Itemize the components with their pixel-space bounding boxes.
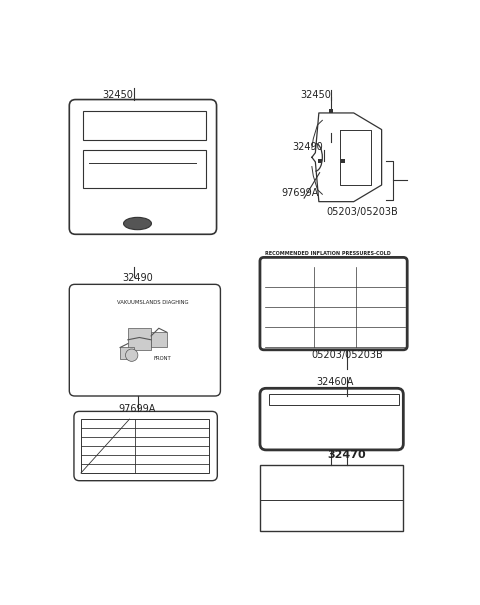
FancyBboxPatch shape [260, 388, 403, 450]
Text: 32490: 32490 [293, 142, 324, 152]
FancyBboxPatch shape [260, 257, 407, 350]
Text: 05203/05203B: 05203/05203B [311, 350, 383, 360]
Bar [128, 329, 151, 350]
Circle shape [125, 349, 138, 361]
Text: FRONT: FRONT [153, 356, 171, 361]
FancyBboxPatch shape [69, 100, 216, 234]
Bar [120, 347, 134, 359]
Text: 97699A: 97699A [119, 404, 156, 414]
Bar [83, 149, 206, 188]
Ellipse shape [123, 217, 152, 230]
FancyBboxPatch shape [74, 411, 217, 481]
Bar [329, 109, 333, 113]
Text: 32470: 32470 [327, 450, 366, 460]
Bar [318, 159, 322, 163]
Bar [260, 465, 403, 531]
Text: 32490: 32490 [122, 273, 153, 283]
FancyBboxPatch shape [69, 284, 220, 396]
Text: 32450: 32450 [103, 90, 133, 100]
Text: RECOMMENDED INFLATION PRESSURES-COLD: RECOMMENDED INFLATION PRESSURES-COLD [264, 251, 390, 257]
Bar [81, 419, 209, 473]
Text: 32460A: 32460A [316, 377, 354, 387]
Bar [341, 159, 345, 163]
Text: VAKUUMSLANDS DIAGHING: VAKUUMSLANDS DIAGHING [117, 299, 188, 305]
Text: 32450: 32450 [300, 90, 331, 100]
Bar [269, 394, 399, 405]
Text: 05203/05203B: 05203/05203B [326, 208, 398, 217]
Bar [151, 332, 167, 347]
Text: 97699A: 97699A [282, 188, 319, 198]
Bar [83, 111, 206, 140]
